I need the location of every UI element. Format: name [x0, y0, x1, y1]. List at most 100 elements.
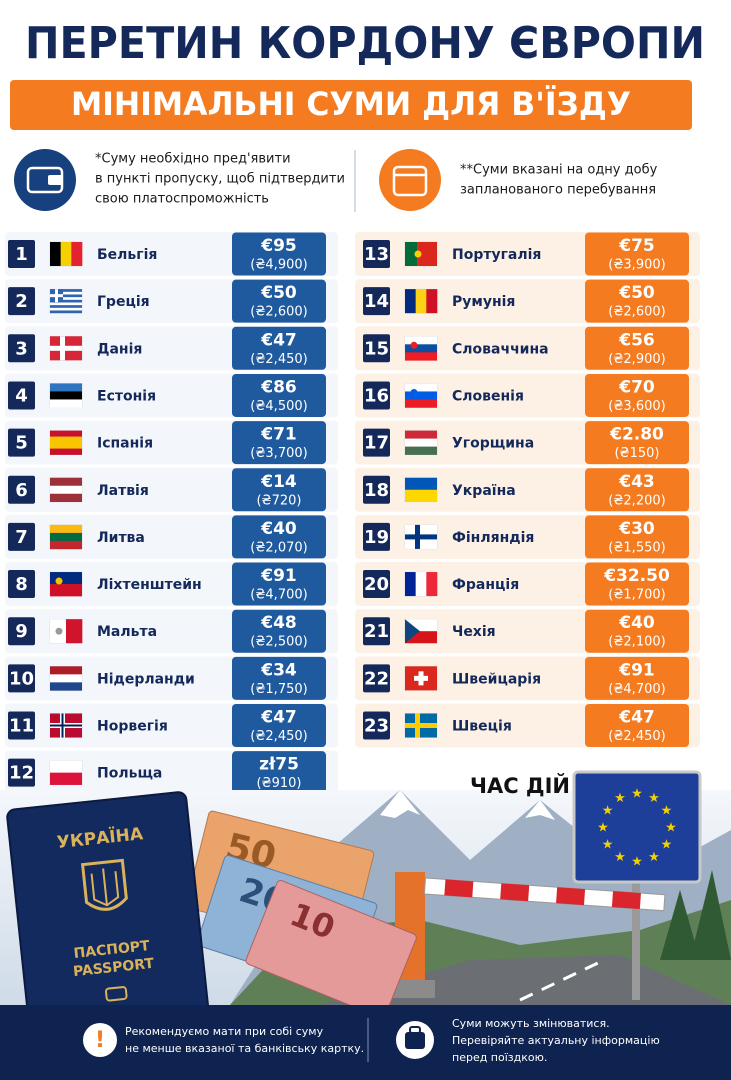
amount: zł75 — [259, 755, 299, 775]
flag-stripe — [50, 307, 82, 311]
amount-local: (₴910) — [256, 776, 301, 791]
flag-stripe — [50, 666, 82, 675]
rank-badge — [8, 475, 35, 504]
amount-box — [232, 562, 326, 606]
rank-badge — [8, 617, 35, 646]
amount-local: (₴4,500) — [250, 399, 307, 414]
rank: 13 — [364, 244, 389, 265]
country-row: 1 Бельгія €95 (₴4,900) — [5, 232, 338, 276]
rank-badge — [8, 240, 35, 268]
amount-local: (₴3,900) — [608, 258, 665, 273]
eu-star: ★ — [648, 850, 660, 865]
rank: 20 — [364, 574, 389, 595]
flag-cross — [414, 675, 428, 681]
passport-chip — [104, 986, 128, 1002]
country-row: 6 Латвія €14(₴720) — [5, 467, 338, 512]
country-name: Данія — [97, 341, 142, 357]
rank: 8 — [15, 574, 28, 595]
warning-icon-mark: ! — [95, 1028, 105, 1053]
amount-box — [585, 279, 689, 323]
banknote-10 — [245, 879, 417, 1019]
country-row: 10 Нідерланди €34 (₴1,750) — [5, 656, 338, 701]
rank: 22 — [364, 668, 389, 689]
flag-emblem — [410, 341, 418, 349]
flag-stripe — [50, 485, 82, 495]
amount: €34 — [260, 660, 297, 680]
country-row: 12 Польща zł75(₴910) — [5, 750, 338, 795]
country-row: 3 Данія €47 (₴2,450) — [5, 326, 338, 371]
rank-badge — [363, 617, 390, 646]
amount: €86 — [260, 377, 297, 397]
amount: €95 — [260, 236, 297, 256]
flag-stripe — [50, 383, 82, 392]
amount-box — [232, 704, 326, 747]
flag-stripe — [50, 477, 82, 487]
flag-emblem — [55, 577, 63, 585]
country-row: 18 Україна €43(₴2,200) — [355, 467, 700, 512]
amount-box — [232, 468, 326, 512]
amount-box — [232, 279, 326, 323]
country-name: Іспанія — [97, 436, 153, 452]
snow — [525, 800, 555, 820]
flag-stripe — [415, 289, 427, 314]
amount-local: (₴2,200) — [608, 493, 665, 508]
flag-stripe — [405, 446, 437, 455]
flag-stripe — [50, 242, 61, 266]
amount-local: (₴2,100) — [608, 635, 665, 650]
amount: €43 — [618, 472, 655, 492]
flag-stripe — [426, 572, 438, 597]
amount-local: (₴2,070) — [250, 540, 307, 555]
amount-local: (₴1,550) — [608, 540, 665, 555]
eu-star: ★ — [597, 821, 609, 836]
rank-badge — [363, 570, 390, 599]
flag-cross — [50, 345, 82, 351]
rank: 2 — [15, 291, 28, 312]
eu-star: ★ — [631, 855, 643, 870]
flag-stripe — [50, 674, 82, 683]
amount-local: (₴4,700) — [250, 588, 307, 603]
country-name: Словенія — [452, 388, 524, 404]
country-row: 16 Словенія €70 (₴3,600) — [355, 373, 700, 418]
amount-box — [585, 656, 689, 700]
footer-line: Рекомендуємо мати при собі суму — [125, 1025, 324, 1038]
rank: 18 — [364, 480, 389, 501]
amount-box — [232, 421, 326, 465]
footer-text: Рекомендуємо мати при собі суму не менше … — [125, 1017, 660, 1064]
rank-badge — [8, 428, 35, 457]
rank: 7 — [15, 527, 28, 548]
amount-box — [585, 232, 689, 276]
amount-local: (₴3,700) — [250, 446, 307, 461]
flag-stripe — [50, 448, 82, 455]
amount-box — [585, 373, 689, 417]
passport-label: ПАСПОРТ — [73, 938, 151, 962]
rank-badge — [8, 664, 35, 693]
flag-stripe — [426, 289, 438, 314]
rank-badge — [8, 711, 35, 740]
amount-box — [585, 562, 689, 606]
amount-local: (₴720) — [256, 493, 301, 508]
flag-stripe — [405, 344, 437, 353]
amount: €75 — [618, 236, 655, 256]
amount: €48 — [260, 613, 297, 633]
flag-stripe — [405, 383, 437, 392]
rank: 14 — [364, 291, 389, 312]
country-name: Естонія — [97, 388, 156, 404]
amount: €40 — [260, 519, 297, 539]
note-line: **Суми вказані на одну добу — [460, 163, 658, 178]
flag-stripe — [405, 489, 437, 503]
tree — [660, 890, 700, 960]
eu-star: ★ — [602, 838, 614, 853]
country-row: 23 Швеція €47(₴2,450) — [355, 703, 700, 748]
flag-stripe — [50, 399, 82, 408]
barrier-stripe — [444, 879, 474, 898]
country-name: Румунія — [452, 294, 515, 310]
amount-local: (₴1,750) — [250, 682, 307, 697]
country-row: 22 Швейцарія €91 (₴4,700) — [355, 656, 700, 701]
flag-stripe — [405, 289, 416, 314]
flag-stripe — [50, 436, 82, 443]
flag-stripe — [50, 540, 82, 550]
amount-local: (₴2,600) — [608, 305, 665, 320]
title: ПЕРЕТИН КОРДОНУ ЄВРОПИ — [25, 18, 705, 69]
amount-local: (₴2,450) — [608, 729, 665, 744]
rank-badge — [363, 381, 390, 410]
